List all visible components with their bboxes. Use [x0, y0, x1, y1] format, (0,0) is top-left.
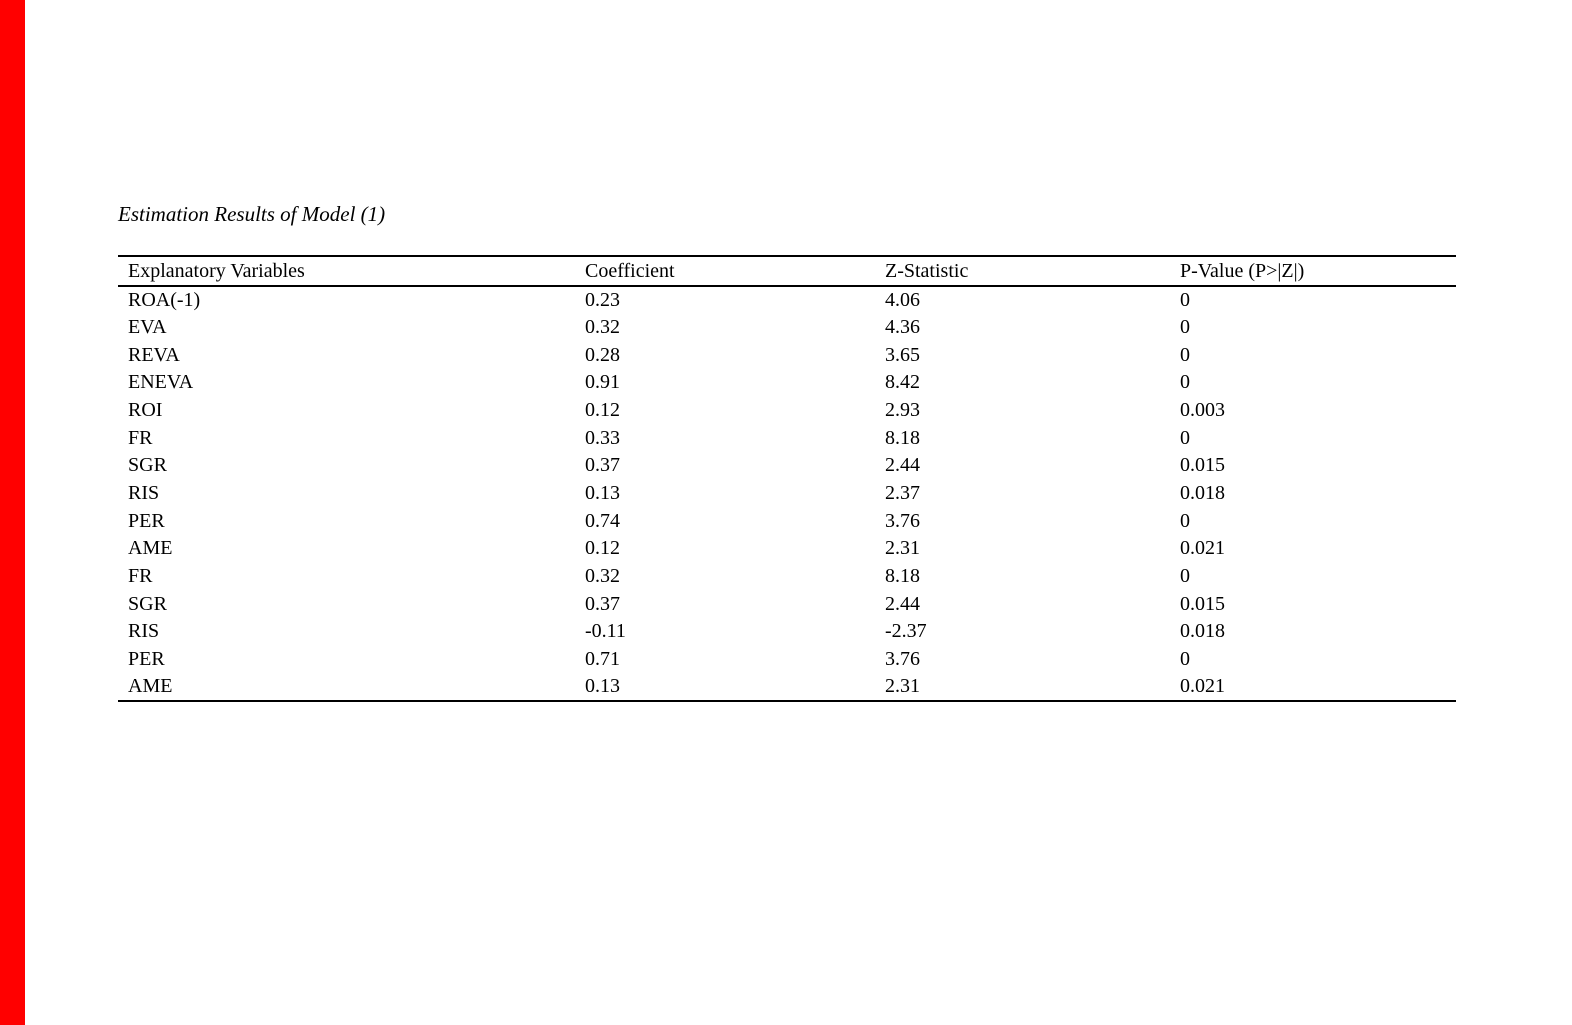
value-cell: 2.44	[885, 454, 920, 477]
value-cell: 0	[1180, 426, 1190, 449]
value-cell: 0.12	[585, 398, 620, 421]
variable-name-cell: ROA(-1)	[128, 288, 201, 311]
value-cell: 0.74	[585, 509, 620, 532]
table-row: SGR 0.37 2.44 0.015	[118, 452, 1456, 480]
variable-name-cell: FR	[128, 426, 153, 449]
variable-name-cell: PER	[128, 647, 165, 670]
variable-name-cell: AME	[128, 537, 173, 560]
value-cell: 0.018	[1180, 481, 1225, 504]
value-cell: 0.71	[585, 647, 620, 670]
table-row: AME 0.13 2.31 0.021	[118, 673, 1456, 702]
table-row: RIS -0.11 -2.37 0.018	[118, 618, 1456, 646]
value-cell: 0.37	[585, 592, 620, 615]
table-header: Explanatory Variables Coefficient Z-Stat…	[118, 255, 1456, 287]
value-cell: 8.18	[885, 564, 920, 587]
value-cell: 0	[1180, 509, 1190, 532]
value-cell: 0.13	[575, 673, 875, 702]
table-title: Estimation Results of Model (1)	[118, 202, 386, 226]
value-cell: 0.021	[1180, 537, 1225, 560]
value-cell: 8.18	[885, 426, 920, 449]
value-cell: 0	[1180, 288, 1190, 311]
variable-name-cell: RIS	[128, 620, 160, 643]
table-row: ROA(-1) 0.23 4.06 0	[118, 286, 1456, 314]
table-row: FR 0.32 8.18 0	[118, 563, 1456, 591]
variable-name-cell: ROI	[128, 398, 163, 421]
value-cell: 0.32	[585, 315, 620, 338]
column-header-explanatory-variables: Explanatory Variables	[118, 255, 575, 287]
value-cell: 2.31	[885, 537, 920, 560]
value-cell: 0	[1180, 371, 1190, 394]
column-header-z-statistic: Z-Statistic	[875, 255, 1170, 287]
table-row: SGR 0.37 2.44 0.015	[118, 590, 1456, 618]
value-cell: 3.76	[885, 647, 920, 670]
value-cell: -2.37	[885, 620, 927, 643]
table-row: AME 0.12 2.31 0.021	[118, 535, 1456, 563]
variable-name-cell: SGR	[128, 592, 167, 615]
value-cell: 0.32	[585, 564, 620, 587]
value-cell: 3.76	[885, 509, 920, 532]
value-cell: 0.28	[585, 343, 620, 366]
table-row: EVA 0.32 4.36 0	[118, 314, 1456, 342]
value-cell: 0.13	[585, 481, 620, 504]
value-cell: 0.23	[585, 288, 620, 311]
value-cell: 0.003	[1180, 398, 1225, 421]
variable-name-cell: PER	[128, 509, 165, 532]
table-row: ENEVA 0.91 8.42 0	[118, 369, 1456, 397]
value-cell: 2.31	[875, 673, 1170, 702]
value-cell: 0.12	[585, 537, 620, 560]
table-row: ROI 0.12 2.93 0.003	[118, 397, 1456, 425]
table-body: ROA(-1) 0.23 4.06 0 EVA 0.32 4.36 0 REVA 0.28 3.65…	[118, 286, 1456, 702]
variable-name-cell: FR	[128, 564, 153, 587]
results-table: Explanatory Variables Coefficient Z-Stat…	[118, 255, 1456, 702]
value-cell: 4.06	[885, 288, 920, 311]
value-cell: 0.015	[1180, 454, 1225, 477]
variable-name-cell: SGR	[128, 454, 167, 477]
column-header-coefficient: Coefficient	[575, 255, 875, 287]
value-cell: 0	[1180, 647, 1190, 670]
value-cell: 4.36	[885, 315, 920, 338]
table-row: REVA 0.28 3.65 0	[118, 341, 1456, 369]
value-cell: 0.37	[585, 454, 620, 477]
value-cell: 0	[1180, 315, 1190, 338]
table-row: PER 0.71 3.76 0	[118, 646, 1456, 674]
variable-name-cell: AME	[118, 673, 575, 702]
variable-name-cell: EVA	[128, 315, 167, 338]
value-cell: 8.42	[885, 371, 920, 394]
value-cell: 3.65	[885, 343, 920, 366]
value-cell: 0	[1180, 343, 1190, 366]
variable-name-cell: RIS	[128, 481, 160, 504]
value-cell: -0.11	[585, 620, 626, 643]
value-cell: 0.91	[585, 371, 620, 394]
value-cell: 0.33	[585, 426, 620, 449]
table-header-row: Explanatory Variables Coefficient Z-Stat…	[118, 255, 1456, 287]
value-cell: 0.021	[1170, 673, 1456, 702]
value-cell: 0	[1180, 564, 1190, 587]
value-cell: 0.015	[1180, 592, 1225, 615]
value-cell: 2.44	[885, 592, 920, 615]
column-header-p-value: P-Value (P>|Z|)	[1170, 255, 1456, 287]
table-row: RIS 0.13 2.37 0.018	[118, 480, 1456, 508]
table-row: PER 0.74 3.76 0	[118, 507, 1456, 535]
value-cell: 2.93	[885, 398, 920, 421]
value-cell: 2.37	[885, 481, 920, 504]
left-red-bar	[0, 0, 25, 1025]
variable-name-cell: ENEVA	[128, 371, 194, 394]
variable-name-cell: REVA	[128, 343, 180, 366]
value-cell: 0.018	[1180, 620, 1225, 643]
table-row: FR 0.33 8.18 0	[118, 424, 1456, 452]
